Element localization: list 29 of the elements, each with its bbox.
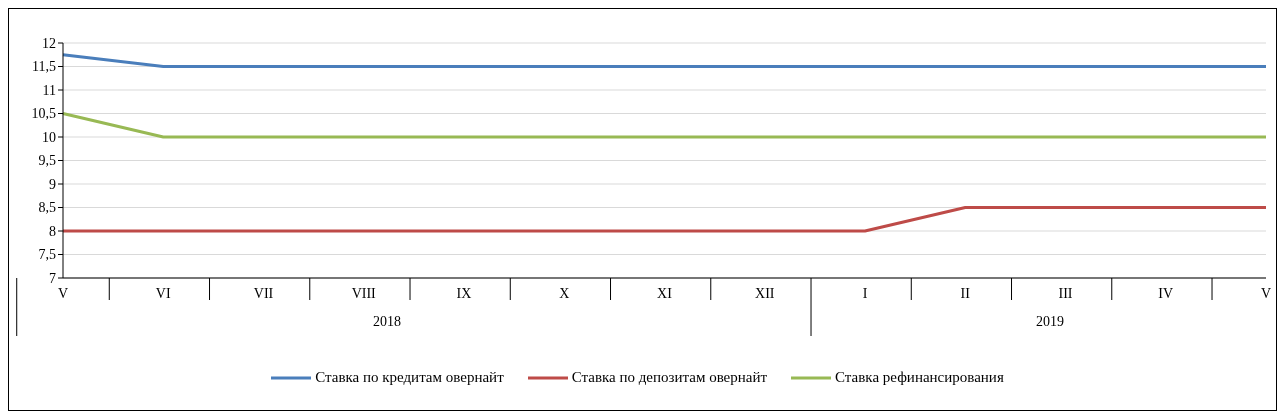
y-tick-label: 9: [49, 176, 56, 192]
x-tick-label: II: [960, 286, 971, 301]
y-tick-label: 8,5: [38, 200, 56, 216]
text: 2019: [1036, 314, 1065, 329]
y-tick-label: 7: [49, 270, 56, 286]
text: 2018: [372, 314, 401, 329]
legend-label: Ставка по депозитам овернайт: [570, 369, 768, 386]
x-tick-label: I: [862, 286, 868, 301]
x-tick-label: X: [559, 286, 570, 301]
x-tick-label: IX: [456, 286, 472, 301]
x-tick-label: VII: [253, 286, 274, 301]
y-tick-label: 12: [42, 35, 56, 51]
y-tick-label: 11,5: [32, 59, 56, 75]
legend-label: Ставка рефинансирования: [834, 369, 1004, 386]
x-tick-label: VI: [155, 286, 171, 301]
x-tick-label: III: [1058, 286, 1073, 301]
x-tick-label: V: [57, 286, 69, 301]
y-tick-label: 11: [42, 82, 56, 98]
x-tick-label: XII: [755, 286, 775, 301]
legend-label: Ставка по кредитам овернайт: [314, 369, 504, 386]
y-tick-label: 7,5: [38, 247, 56, 263]
y-tick-label: 10,5: [31, 106, 56, 122]
y-tick-label: 10: [42, 129, 56, 145]
x-tick-label: VIII: [351, 286, 377, 301]
x-tick-label: IV: [1158, 286, 1174, 301]
y-tick-label: 8: [49, 223, 56, 239]
x-tick-label: V: [1260, 286, 1272, 301]
y-tick-label: 9,5: [38, 153, 56, 169]
x-tick-label: XI: [657, 286, 673, 301]
